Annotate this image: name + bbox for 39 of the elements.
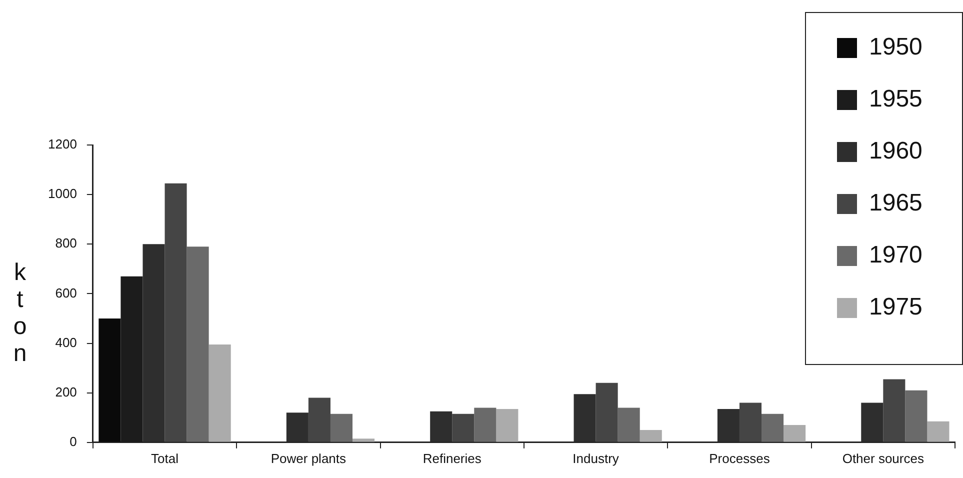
y-tick-label: 800	[55, 236, 77, 251]
x-tick-label: Refineries	[422, 450, 482, 466]
bar	[640, 430, 662, 442]
y-tick-label: 0	[70, 434, 77, 449]
bar	[308, 398, 330, 442]
x-tick-label: Power plants	[270, 450, 347, 466]
legend-label: 1965	[869, 190, 922, 217]
legend-label: 1975	[869, 294, 922, 321]
bar	[883, 379, 906, 442]
bar	[352, 438, 375, 442]
bar	[739, 402, 762, 442]
bar	[905, 390, 928, 442]
bar	[784, 425, 806, 442]
x-tick-label: Industry	[572, 450, 620, 466]
y-tick-label: 1200	[48, 136, 77, 152]
bar	[927, 421, 950, 442]
bar	[618, 408, 640, 442]
bar	[596, 382, 618, 442]
bar	[330, 414, 352, 442]
bar	[762, 414, 784, 442]
bar	[98, 318, 121, 442]
x-tick-label: Processes	[709, 450, 770, 466]
legend-label: 1960	[869, 138, 922, 165]
legend-label: 1955	[869, 86, 922, 113]
x-tick-label: Other sources	[842, 450, 924, 466]
bar	[208, 344, 231, 442]
bar	[496, 408, 518, 442]
bar	[474, 408, 496, 442]
bar	[186, 246, 209, 442]
legend-label: 1950	[869, 34, 922, 61]
bar	[452, 414, 474, 442]
y-tick-label: 400	[55, 334, 77, 350]
y-axis-title: kton	[13, 258, 27, 367]
bar	[164, 183, 187, 442]
y-tick-label: 600	[55, 285, 77, 300]
legend-label: 1970	[869, 242, 922, 269]
y-tick-label: 1000	[48, 186, 77, 202]
y-tick-label: 200	[55, 384, 77, 400]
x-tick-label: Total	[151, 450, 179, 466]
